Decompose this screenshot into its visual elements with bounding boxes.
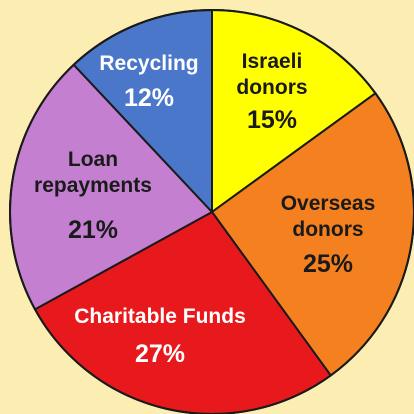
slice-value-label-4: 21% xyxy=(68,216,118,244)
slice-label-2-line-1: Overseas xyxy=(281,192,376,215)
slice-label-3-line-1: Charitable Funds xyxy=(74,305,246,328)
slice-label-4-line-2: repayments xyxy=(34,174,152,197)
slice-label-4-line-1: Loan xyxy=(68,148,118,171)
slice-label-1-line-2: donors xyxy=(236,76,307,99)
slice-value-label-2: 25% xyxy=(303,250,353,278)
pie-labels: Israeli donors 15% Overseas donors 25% Charita… xyxy=(34,50,375,368)
pie-slices xyxy=(9,8,414,414)
slice-label-1-line-1: Israeli xyxy=(242,50,303,73)
pie-outline xyxy=(9,9,414,414)
slice-value-label-3: 27% xyxy=(135,340,185,368)
slice-value-label-5: 12% xyxy=(124,84,174,112)
slice-label-2-line-2: donors xyxy=(292,218,363,241)
slice-value-label-1: 15% xyxy=(247,106,297,134)
slice-label-5-line-1: Recycling xyxy=(99,52,198,75)
